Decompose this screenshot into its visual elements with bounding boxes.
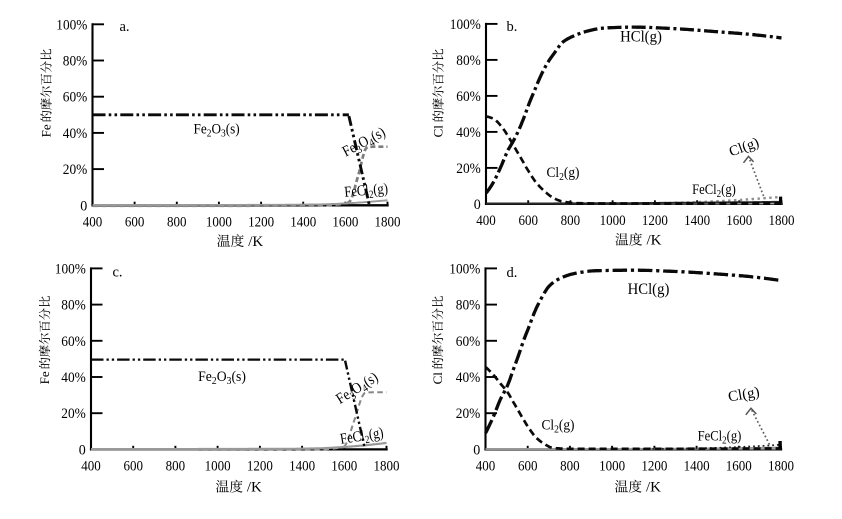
svg-text:/K: /K xyxy=(647,233,662,249)
svg-text:60%: 60% xyxy=(61,333,86,350)
svg-text:600: 600 xyxy=(518,212,538,229)
svg-text:40%: 40% xyxy=(63,125,88,142)
svg-text:/K: /K xyxy=(248,234,263,250)
svg-text:FeCl2(g): FeCl2(g) xyxy=(344,181,389,203)
svg-text:Cl2(g): Cl2(g) xyxy=(542,417,575,436)
svg-text:600: 600 xyxy=(518,458,538,475)
svg-text:1000: 1000 xyxy=(205,458,231,475)
svg-text:1200: 1200 xyxy=(248,214,274,231)
svg-text:1600: 1600 xyxy=(726,212,752,229)
svg-text:FeCl2(g): FeCl2(g) xyxy=(698,429,742,447)
svg-text:1400: 1400 xyxy=(290,214,316,231)
svg-text:1200: 1200 xyxy=(641,458,667,475)
svg-text:Fe2O3(s): Fe2O3(s) xyxy=(193,121,239,140)
svg-text:1000: 1000 xyxy=(599,458,625,475)
svg-text:800: 800 xyxy=(167,214,187,231)
svg-text:1000: 1000 xyxy=(206,214,232,231)
svg-text:400: 400 xyxy=(83,214,103,231)
svg-text:Fe: Fe xyxy=(39,124,54,137)
svg-text:1400: 1400 xyxy=(289,458,315,475)
svg-text:600: 600 xyxy=(125,214,145,231)
svg-text:Fe3O4(s): Fe3O4(s) xyxy=(333,369,383,410)
svg-text:HCl(g): HCl(g) xyxy=(628,282,670,298)
svg-text:a.: a. xyxy=(120,19,130,35)
svg-text:60%: 60% xyxy=(63,89,88,106)
svg-text:1000: 1000 xyxy=(600,212,626,229)
svg-text:100%: 100% xyxy=(450,16,481,33)
svg-text:1800: 1800 xyxy=(374,458,400,475)
svg-text:100%: 100% xyxy=(55,260,86,277)
svg-text:80%: 80% xyxy=(63,53,88,70)
svg-text:800: 800 xyxy=(560,458,580,475)
svg-text:b.: b. xyxy=(507,19,518,35)
svg-text:1400: 1400 xyxy=(684,212,710,229)
svg-text:400: 400 xyxy=(476,458,496,475)
svg-text:Fe2O3(s): Fe2O3(s) xyxy=(198,368,246,387)
svg-text:Cl: Cl xyxy=(430,372,445,385)
svg-text:1800: 1800 xyxy=(769,212,795,229)
svg-text:1600: 1600 xyxy=(331,458,357,475)
svg-text:0: 0 xyxy=(79,441,86,458)
svg-text:40%: 40% xyxy=(61,369,86,386)
svg-text:1600: 1600 xyxy=(726,458,752,475)
svg-text:20%: 20% xyxy=(456,160,481,177)
svg-text:600: 600 xyxy=(123,458,143,475)
svg-text:40%: 40% xyxy=(456,124,481,141)
svg-text:Cl(g): Cl(g) xyxy=(727,384,761,405)
svg-text:Fe: Fe xyxy=(37,371,52,384)
svg-text:80%: 80% xyxy=(456,52,481,69)
svg-text:/K: /K xyxy=(646,480,661,496)
svg-text:20%: 20% xyxy=(63,161,88,178)
svg-text:1800: 1800 xyxy=(375,214,401,231)
svg-text:HCl(g): HCl(g) xyxy=(620,29,662,45)
svg-text:400: 400 xyxy=(81,458,101,475)
svg-text:FeCl2(g): FeCl2(g) xyxy=(692,182,736,200)
svg-text:Cl: Cl xyxy=(431,125,446,138)
svg-text:1600: 1600 xyxy=(332,214,358,231)
svg-text:1200: 1200 xyxy=(642,212,668,229)
svg-text:40%: 40% xyxy=(456,369,481,386)
svg-text:20%: 20% xyxy=(456,405,481,422)
svg-text:60%: 60% xyxy=(456,333,481,350)
svg-text:d.: d. xyxy=(507,265,518,281)
svg-text:0: 0 xyxy=(474,196,481,213)
svg-text:60%: 60% xyxy=(456,88,481,105)
svg-text:100%: 100% xyxy=(56,16,87,33)
svg-text:1400: 1400 xyxy=(684,458,710,475)
svg-text:c.: c. xyxy=(113,264,123,280)
svg-text:800: 800 xyxy=(166,458,186,475)
svg-text:100%: 100% xyxy=(449,260,480,277)
svg-text:0: 0 xyxy=(80,197,87,214)
svg-text:1800: 1800 xyxy=(768,458,794,475)
svg-text:Cl2(g): Cl2(g) xyxy=(547,164,580,183)
svg-text:/K: /K xyxy=(247,480,262,496)
svg-text:800: 800 xyxy=(561,212,581,229)
svg-text:80%: 80% xyxy=(61,297,86,314)
svg-text:400: 400 xyxy=(476,212,496,229)
svg-text:20%: 20% xyxy=(61,405,86,422)
svg-text:FeCl2(g): FeCl2(g) xyxy=(339,425,385,450)
svg-text:80%: 80% xyxy=(456,297,481,314)
svg-text:0: 0 xyxy=(473,441,480,458)
svg-text:1200: 1200 xyxy=(247,458,273,475)
